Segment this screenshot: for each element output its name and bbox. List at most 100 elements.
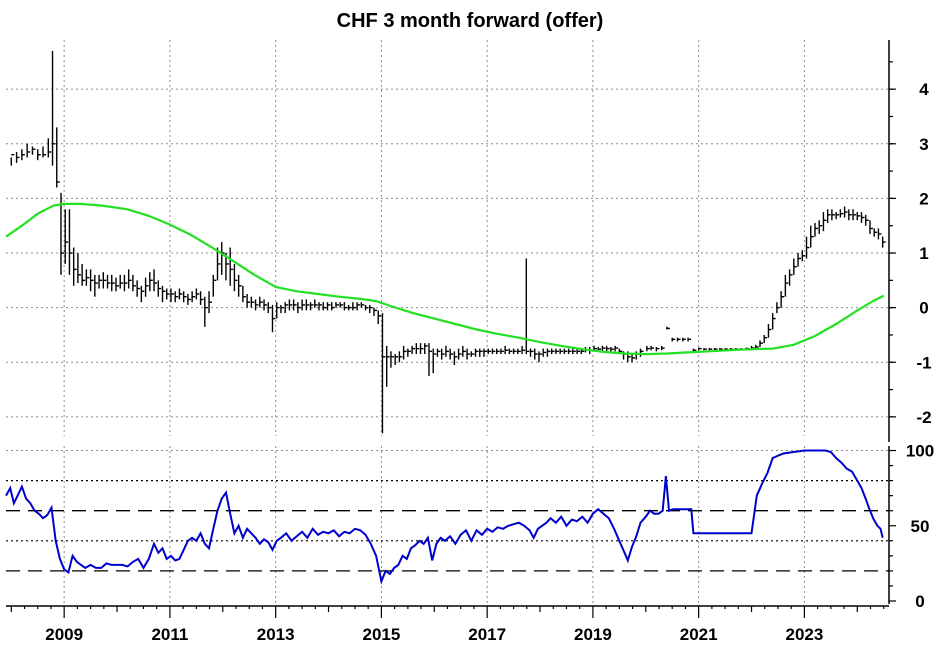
price-bar [793, 258, 797, 275]
price-bar [650, 345, 655, 351]
lower-plot-area [5, 449, 884, 585]
price-bar [508, 348, 513, 355]
price-bar [242, 285, 246, 303]
price-bar [614, 345, 619, 352]
price-bar [153, 269, 158, 292]
price-bar [174, 291, 179, 303]
x-tick-label: 2009 [45, 625, 83, 644]
price-bar [229, 247, 234, 286]
price-bar [546, 348, 551, 357]
price-bar [68, 209, 73, 275]
price-bar [339, 302, 344, 308]
price-bar [646, 345, 650, 352]
price-bar [77, 253, 81, 284]
price-bar [85, 269, 90, 286]
price-bar [31, 146, 36, 155]
price-bar [64, 209, 69, 264]
price-bar [703, 348, 707, 351]
price-bar [860, 212, 865, 223]
price-bar [364, 304, 369, 311]
price-bar [487, 348, 492, 355]
price-bar [767, 324, 772, 338]
price-bar [26, 143, 31, 158]
price-bar [788, 269, 793, 286]
price-bar [140, 285, 145, 303]
price-bar [276, 302, 280, 319]
price-bar [839, 209, 844, 218]
price-bar [56, 127, 60, 188]
price-bar [119, 274, 124, 289]
price-bar [204, 296, 208, 327]
price-bar [462, 345, 466, 357]
price-bar [356, 302, 361, 311]
price-bar [780, 291, 785, 308]
price-bar [288, 299, 293, 311]
price-bar [517, 348, 521, 355]
price-bar [322, 302, 327, 311]
price-bar [331, 302, 335, 311]
price-bar [504, 345, 509, 355]
price-bar [474, 348, 479, 357]
price-bar [676, 337, 681, 342]
price-bar [297, 302, 301, 314]
price-bar [106, 274, 111, 289]
price-bar [826, 209, 831, 223]
price-bar [216, 247, 221, 281]
upper-plot-area [5, 50, 886, 434]
price-bar [771, 313, 776, 330]
price-bar [111, 274, 115, 292]
price-bar [639, 348, 644, 357]
price-bar [538, 351, 542, 363]
price-bar [212, 274, 217, 297]
price-bar [572, 348, 576, 355]
price-bar [881, 236, 886, 248]
price-bar [136, 280, 141, 297]
oscillator-line [5, 449, 884, 585]
price-bar [347, 304, 352, 311]
y-tick-label-upper: 0 [919, 299, 928, 318]
price-bar [411, 345, 416, 355]
price-bar [534, 348, 538, 360]
price-bar [843, 206, 848, 218]
price-bar [671, 337, 676, 342]
price-bar [466, 348, 471, 360]
y-tick-label-upper: 4 [919, 80, 929, 99]
price-bar [398, 351, 403, 363]
price-bar [457, 348, 462, 360]
price-bar [852, 209, 857, 221]
price-bar [470, 351, 475, 357]
price-bar [666, 326, 670, 330]
price-bar [407, 348, 411, 357]
price-bar [432, 348, 437, 374]
price-bar [94, 274, 98, 297]
price-bar [182, 291, 187, 303]
price-bar [369, 304, 373, 314]
price-bar [697, 347, 702, 351]
price-bar [191, 291, 196, 303]
price-bar [394, 354, 399, 365]
price-bar [318, 302, 323, 311]
price-bar [263, 299, 268, 311]
price-bar [424, 343, 428, 355]
price-bar [601, 345, 606, 352]
price-bar [500, 348, 504, 355]
price-bar [449, 348, 454, 360]
price-bar [98, 274, 103, 289]
price-bar [856, 212, 861, 221]
price-bar [692, 348, 697, 352]
price-bar [605, 345, 610, 352]
price-bar [877, 228, 882, 240]
y-tick-label-upper: 1 [919, 244, 928, 263]
price-bar [453, 351, 458, 365]
price-bar [178, 288, 183, 300]
price-bar [491, 348, 496, 355]
x-tick-label: 2015 [362, 625, 400, 644]
x-tick-label: 2021 [680, 625, 718, 644]
price-bar [233, 263, 238, 292]
price-bar [373, 307, 378, 316]
price-bar [873, 228, 878, 237]
price-bar [687, 337, 692, 342]
price-bar [47, 138, 52, 158]
price-bar [529, 348, 534, 357]
price-bar [563, 348, 568, 355]
